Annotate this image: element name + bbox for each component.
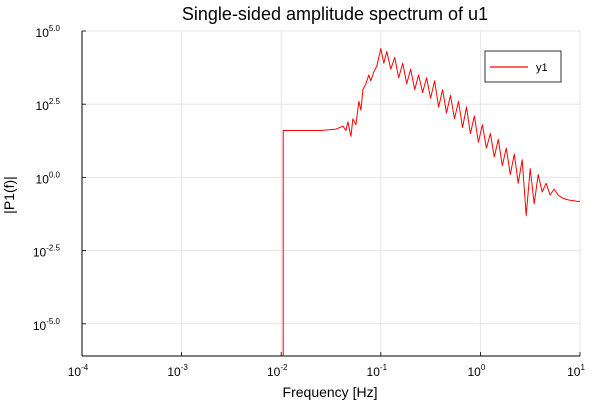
y-tick-label: 100.0	[36, 170, 61, 186]
x-tick-label: 101	[567, 363, 585, 379]
series-layer	[282, 48, 580, 356]
legend: y1	[484, 50, 562, 83]
y-tick-label: 102.5	[36, 97, 61, 113]
series-line-y1	[282, 48, 580, 356]
axes	[81, 30, 581, 357]
x-tick-label: 10-2	[267, 363, 288, 379]
x-tick-label: 10-1	[367, 363, 388, 379]
y-tick-label: 105.0	[36, 24, 61, 40]
gridlines	[81, 30, 581, 356]
y-tick-label: 10-5.0	[33, 317, 61, 333]
y-axis-label: |P1(f)|	[1, 176, 17, 214]
chart-title: Single-sided amplitude spectrum of u1	[182, 4, 488, 24]
x-tick-label: 10-4	[68, 363, 89, 379]
x-tick-label: 100	[467, 363, 485, 379]
x-tick-label: 10-3	[167, 363, 188, 379]
y-tick-label: 10-2.5	[33, 244, 61, 260]
tick-labels: 10-4 10-3 10-2 10-1 100 101 10-5.0 10-2.5 100.0 1…	[33, 24, 586, 379]
x-axis-label: Frequency [Hz]	[283, 384, 378, 400]
legend-label: y1	[536, 62, 548, 74]
